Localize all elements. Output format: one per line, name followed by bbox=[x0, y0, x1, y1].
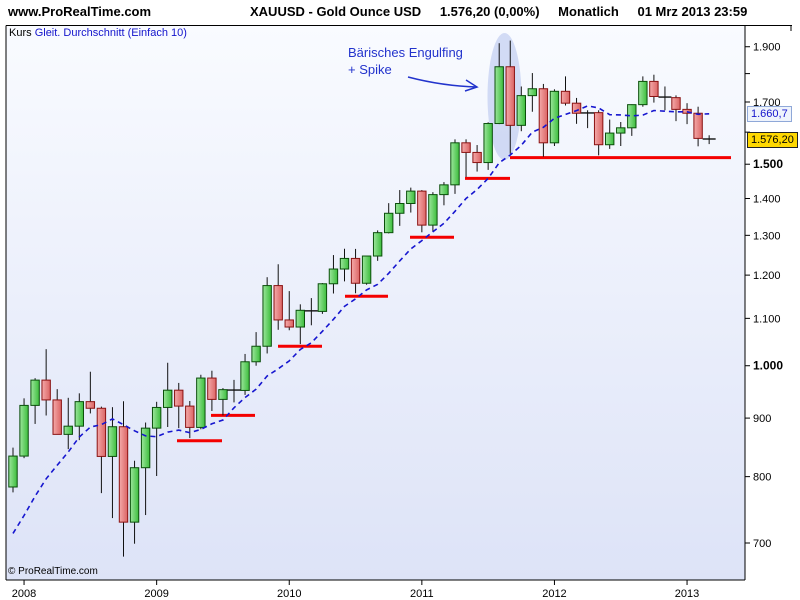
candle-body-up bbox=[428, 194, 438, 226]
candle-body-up bbox=[450, 142, 460, 186]
candle-body-up bbox=[516, 95, 526, 126]
candle-body-up bbox=[605, 132, 615, 146]
candle-body-down bbox=[207, 377, 217, 400]
header-timeframe: Monatlich bbox=[558, 4, 619, 19]
x-tick-label: 2011 bbox=[410, 588, 434, 600]
candle-body-up bbox=[30, 379, 40, 406]
candle-body-down bbox=[52, 399, 62, 435]
candle-body-up bbox=[361, 255, 372, 284]
candle-body-up bbox=[395, 203, 405, 214]
x-tick-label: 2008 bbox=[12, 588, 36, 600]
candle-body-up bbox=[129, 467, 140, 523]
candle-body-down bbox=[472, 151, 482, 164]
candle-body-up bbox=[339, 257, 350, 270]
indicator-ma-label: Gleit. Durchschnitt (Einfach 10) bbox=[34, 27, 187, 39]
candle-body-down bbox=[671, 97, 681, 110]
candle-body-down bbox=[560, 90, 571, 104]
plot-area[interactable] bbox=[6, 25, 745, 581]
candle-body-up bbox=[295, 309, 306, 328]
last-price-badge: 1.576,20 bbox=[747, 132, 798, 148]
candle-body-down bbox=[96, 407, 107, 457]
candle-body-up bbox=[63, 425, 73, 435]
candle-body-up bbox=[19, 404, 29, 457]
candle-body-up bbox=[196, 377, 206, 428]
y-tick-label: 800 bbox=[753, 472, 771, 484]
indicator-legend[interactable]: Kurs Gleit. Durchschnitt (Einfach 10) bbox=[9, 27, 187, 39]
indicator-price-label: Kurs bbox=[9, 27, 32, 39]
candle-body-up bbox=[151, 406, 162, 429]
candle-body-down bbox=[41, 379, 51, 401]
candle-body-up bbox=[406, 190, 416, 205]
candle-body-up bbox=[638, 80, 648, 106]
x-tick-label: 2012 bbox=[542, 588, 566, 600]
y-tick-label: 700 bbox=[753, 538, 771, 550]
annotation-bearish-engulfing[interactable]: Bärisches Engulfing + Spike bbox=[348, 44, 463, 78]
sma10-line[interactable] bbox=[12, 105, 710, 534]
annotation-arrow[interactable] bbox=[407, 76, 479, 92]
candle-body-up bbox=[251, 345, 261, 363]
x-tick-label: 2009 bbox=[144, 588, 168, 600]
x-tick-label: 2010 bbox=[277, 588, 301, 600]
candle-body-up bbox=[616, 127, 626, 134]
candle-body-down bbox=[273, 285, 283, 321]
y-tick-label: 1.300 bbox=[753, 230, 781, 242]
y-tick-label: 1.400 bbox=[753, 194, 781, 206]
site-logo: www.ProRealTime.com bbox=[8, 4, 152, 19]
candle-body-up bbox=[527, 88, 538, 97]
candle-body-up bbox=[107, 426, 118, 457]
candle-body-up bbox=[240, 361, 250, 391]
candle-body-down bbox=[185, 405, 195, 428]
candle-body-down bbox=[85, 401, 96, 409]
candle-body-up bbox=[8, 455, 18, 488]
candle-body-up bbox=[163, 389, 173, 408]
candle-body-down bbox=[417, 190, 427, 226]
candle-body-up bbox=[384, 212, 394, 234]
header-timestamp: 01 Mrz 2013 23:59 bbox=[637, 4, 748, 19]
candle-body-up bbox=[262, 285, 272, 347]
x-tick-label: 2013 bbox=[675, 588, 699, 600]
y-tick-label: 1.900 bbox=[753, 42, 781, 54]
candle-body-up bbox=[218, 389, 228, 400]
candle-body-down bbox=[118, 426, 129, 523]
ma-value-badge: 1.660,7 bbox=[747, 106, 792, 122]
candle-body-up bbox=[317, 283, 328, 312]
annotation-line1: Bärisches Engulfing bbox=[348, 45, 463, 60]
chart-title: XAUUSD - Gold Ounce USD 1.576,20 (0,00%)… bbox=[250, 4, 762, 19]
candle-body-down bbox=[284, 319, 294, 328]
candle-body-up bbox=[494, 66, 504, 125]
candle-body-up bbox=[140, 427, 151, 469]
y-tick-label: 1.100 bbox=[753, 313, 781, 325]
candle-body-up bbox=[372, 232, 383, 257]
candle-body-down bbox=[461, 142, 471, 153]
header-bar: www.ProRealTime.com XAUUSD - Gold Ounce … bbox=[0, 0, 800, 24]
y-tick-label: 900 bbox=[753, 413, 771, 425]
candle-body-down bbox=[649, 80, 659, 97]
candle-body-up bbox=[328, 268, 339, 285]
candle-body-up bbox=[439, 184, 449, 196]
y-tick-label: 1.000 bbox=[753, 359, 783, 373]
header-last-price: 1.576,20 (0,00%) bbox=[439, 4, 540, 19]
candle-body-down bbox=[593, 112, 604, 146]
candle-body-down bbox=[571, 102, 582, 114]
candle-body-up bbox=[483, 123, 493, 164]
y-tick-label: 1.200 bbox=[753, 270, 781, 282]
candle-body-down bbox=[505, 66, 515, 126]
copyright-notice: © ProRealTime.com bbox=[8, 566, 98, 577]
candle-body-down bbox=[538, 88, 549, 144]
candle-body-down bbox=[174, 389, 184, 407]
candle-body-up bbox=[74, 401, 84, 427]
instrument-title: XAUUSD - Gold Ounce USD bbox=[250, 4, 422, 19]
engulfing-highlight[interactable] bbox=[487, 33, 522, 160]
y-tick-label: 1.500 bbox=[753, 157, 783, 171]
candle-body-down bbox=[693, 112, 703, 139]
candle-body-down bbox=[350, 257, 361, 284]
annotation-line2: + Spike bbox=[348, 62, 392, 77]
